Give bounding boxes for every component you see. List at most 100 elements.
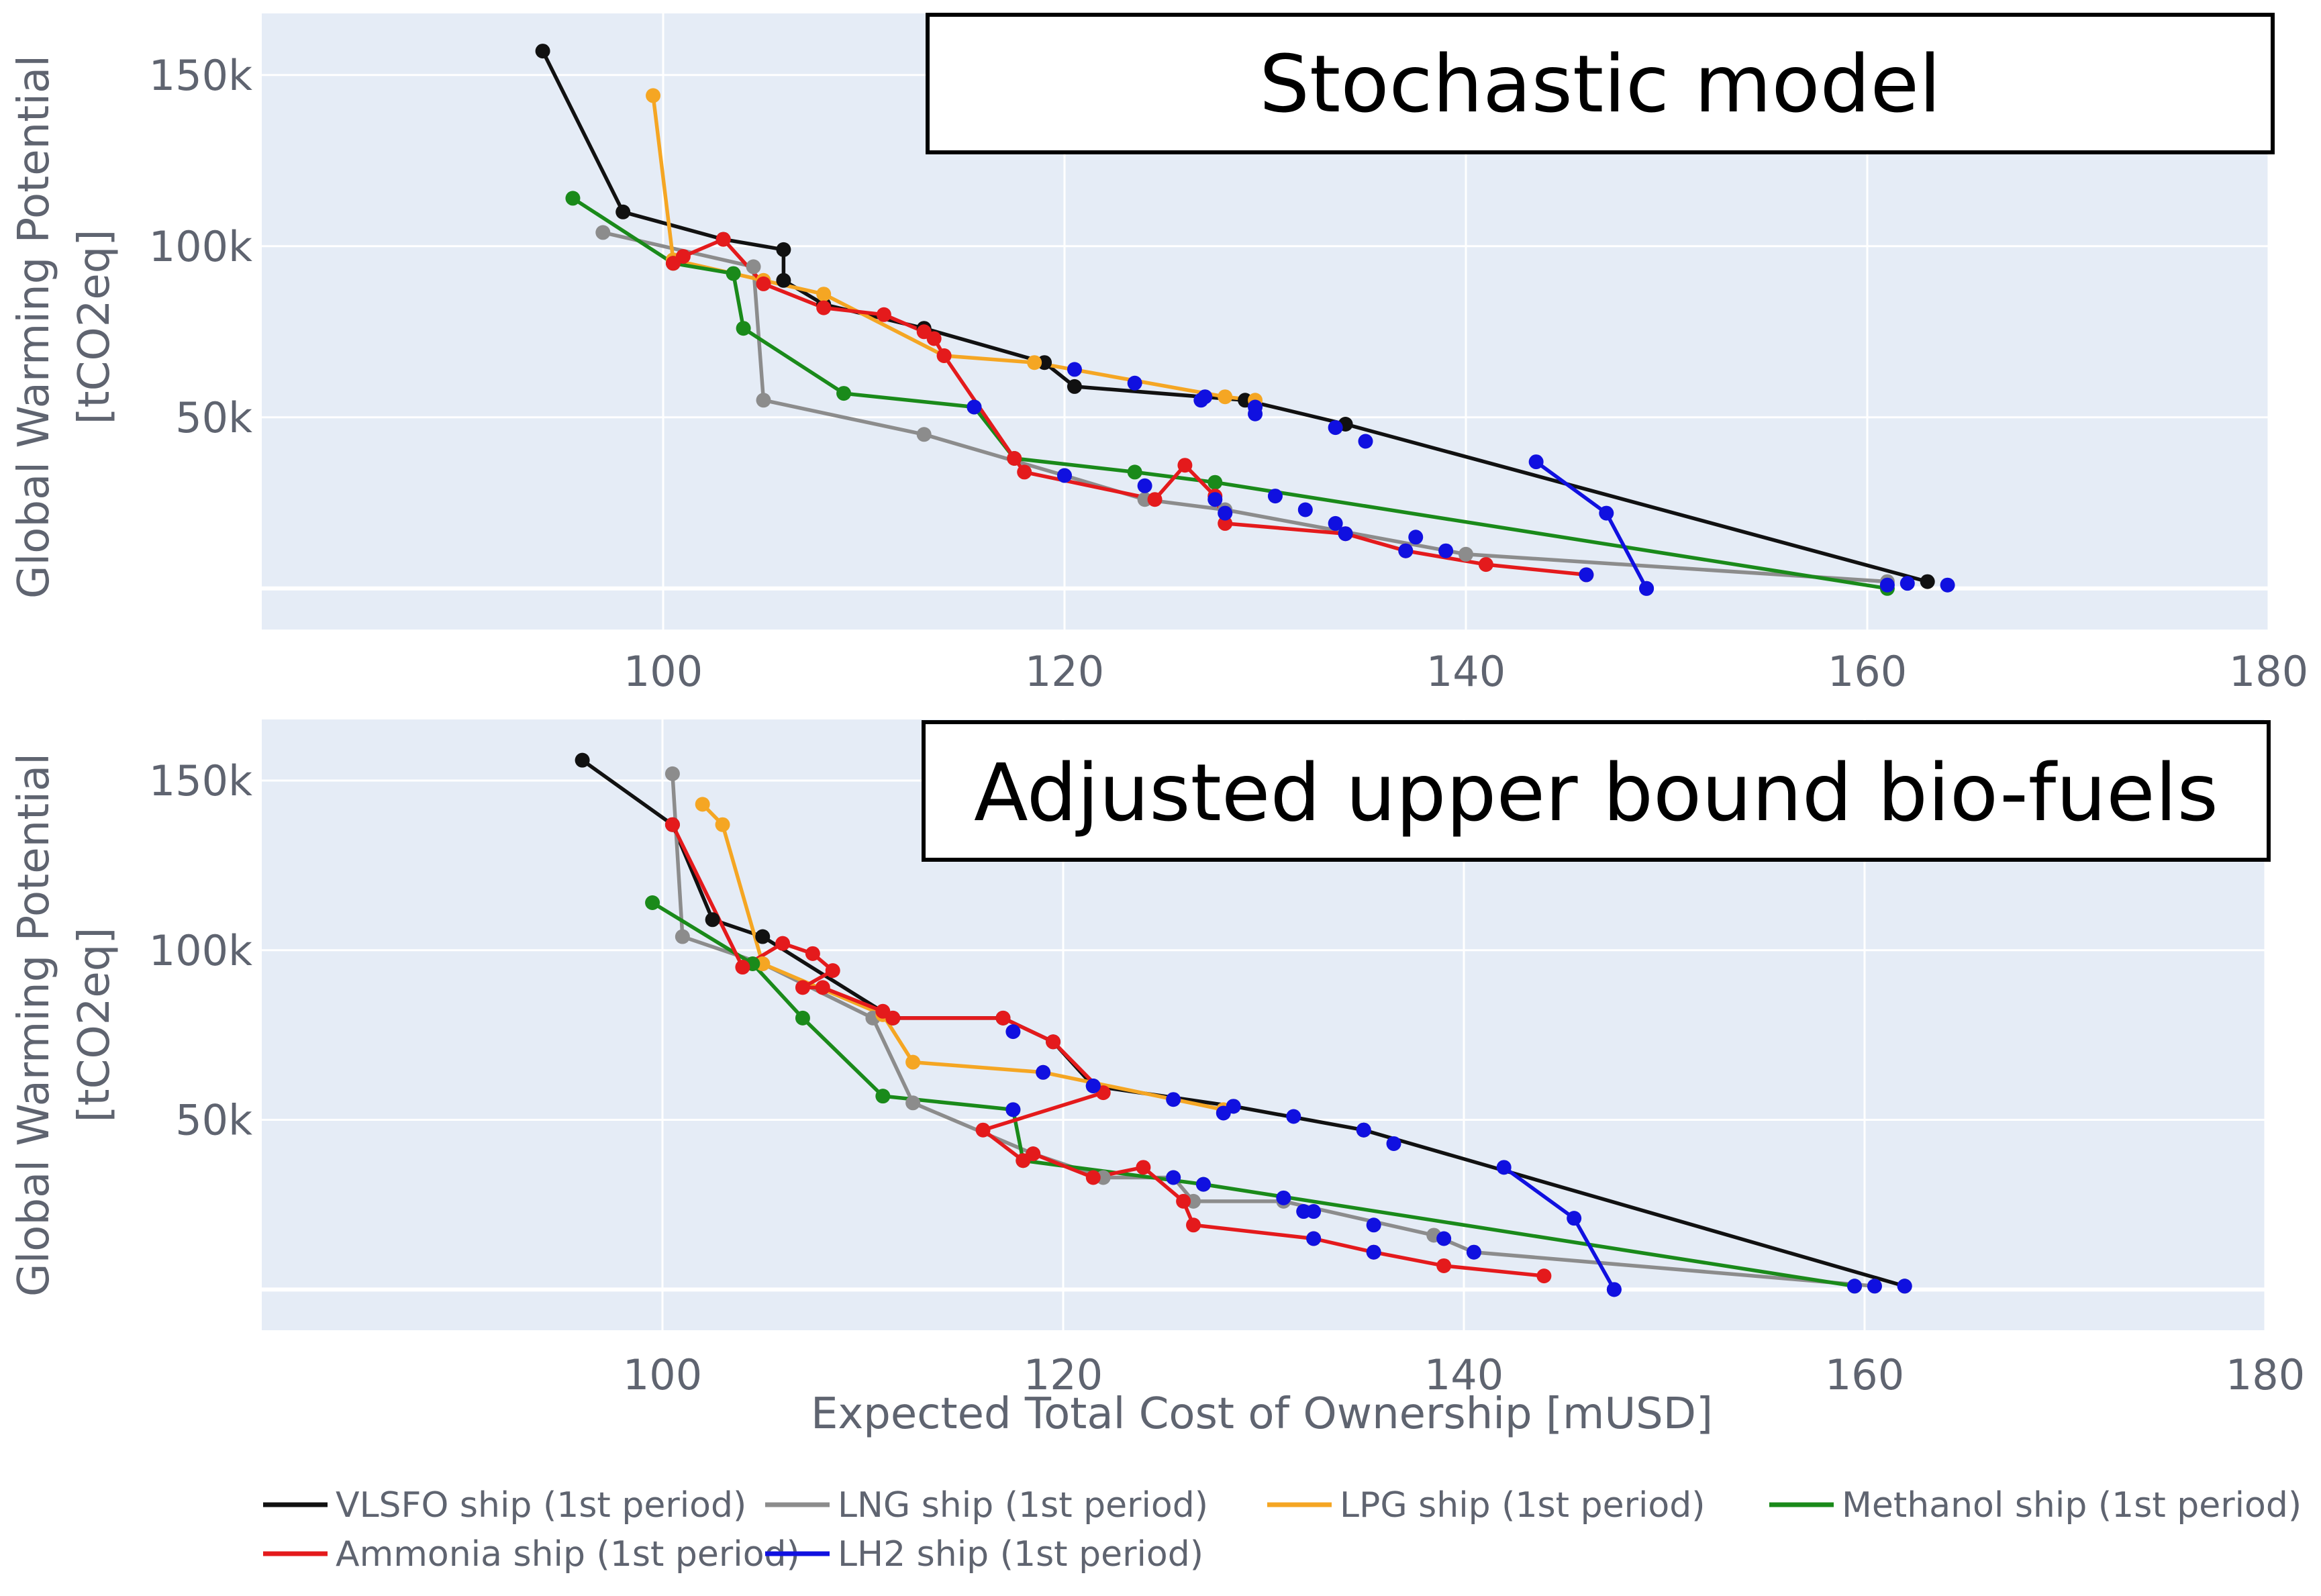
data-point-lh2 <box>1166 1092 1181 1107</box>
data-point-methanol <box>565 191 581 206</box>
x-tick-label: 180 <box>2229 647 2308 696</box>
data-point-lh2 <box>1267 489 1283 504</box>
data-point-ammonia <box>1176 1193 1191 1209</box>
legend: VLSFO ship (1st period) LNG ship (1st pe… <box>263 1485 2302 1575</box>
x-tick-labels-1: 100 120 140 160 180 <box>624 647 2308 696</box>
data-point-lng <box>916 427 932 442</box>
data-point-lh2 <box>1306 1231 1322 1246</box>
data-point-lh2 <box>1195 1177 1211 1192</box>
y-axis-title-1-line2: [tCO2eq] <box>70 230 119 425</box>
data-point-lh2 <box>1899 576 1915 591</box>
data-point-vlsfo <box>535 44 550 59</box>
y-axis-title-1-line1: Global Warming Potential <box>9 55 59 599</box>
legend-item-lh2[interactable]: LH2 ship (1st period) <box>765 1534 1203 1575</box>
data-point-ammonia <box>795 980 810 995</box>
legend-item-methanol[interactable]: Methanol ship (1st period) <box>1769 1485 2302 1526</box>
data-point-lh2 <box>1127 375 1142 391</box>
data-point-lh2 <box>1867 1279 1882 1294</box>
data-point-lh2 <box>1940 577 1955 593</box>
data-point-ammonia <box>816 300 832 315</box>
x-tick-labels-2: 100 120 140 160 180 <box>623 1350 2305 1399</box>
legend-label-lpg: LPG ship (1st period) <box>1340 1485 1706 1526</box>
legend-item-lpg[interactable]: LPG ship (1st period) <box>1267 1485 1706 1526</box>
legend-item-vlsfo[interactable]: VLSFO ship (1st period) <box>263 1485 746 1526</box>
data-point-vlsfo <box>1920 574 1935 589</box>
data-point-ammonia <box>664 817 680 832</box>
legend-item-ammonia[interactable]: Ammonia ship (1st period) <box>263 1534 800 1575</box>
data-point-ammonia <box>936 348 952 363</box>
data-point-lh2 <box>1599 505 1614 521</box>
data-point-ammonia <box>805 946 820 961</box>
data-point-lh2 <box>1338 526 1353 542</box>
data-point-methanol <box>875 1089 891 1104</box>
data-point-lh2 <box>1528 454 1544 470</box>
data-point-lpg <box>816 287 832 302</box>
x-tick-label: 100 <box>624 647 703 696</box>
data-point-vlsfo <box>1067 379 1082 394</box>
y-tick-label: 150k <box>149 756 252 805</box>
data-point-ammonia <box>1218 515 1233 531</box>
data-point-lpg <box>905 1054 921 1070</box>
data-point-lng <box>746 259 761 275</box>
data-point-lpg <box>695 797 710 812</box>
data-point-lng <box>675 929 690 944</box>
y-tick-label: 100k <box>149 222 252 271</box>
data-point-methanol <box>795 1010 810 1026</box>
data-point-ammonia <box>815 980 830 995</box>
data-point-ammonia <box>735 960 750 975</box>
x-tick-label: 160 <box>1828 647 1907 696</box>
y-tick-labels-2: 50k 100k 150k <box>149 756 252 1145</box>
y-tick-label: 150k <box>149 51 252 100</box>
data-point-lpg <box>646 88 661 103</box>
data-point-lh2 <box>1639 581 1655 596</box>
data-point-lh2 <box>1328 515 1343 531</box>
x-tick-label: 140 <box>1424 1350 1503 1399</box>
data-point-ammonia <box>715 232 731 247</box>
data-point-lh2 <box>1408 530 1424 545</box>
data-point-ammonia <box>1186 1217 1201 1233</box>
data-point-lh2 <box>1847 1279 1863 1294</box>
data-point-ammonia <box>975 1122 991 1138</box>
data-point-ammonia <box>1085 1170 1101 1185</box>
legend-item-lng[interactable]: LNG ship (1st period) <box>765 1485 1208 1526</box>
data-point-lng <box>664 766 680 781</box>
legend-label-lh2: LH2 ship (1st period) <box>838 1534 1203 1575</box>
data-point-lng <box>595 225 611 240</box>
data-point-lh2 <box>1005 1024 1021 1040</box>
data-point-ammonia <box>775 936 791 951</box>
data-point-vlsfo <box>705 912 720 928</box>
data-point-ammonia <box>675 249 691 264</box>
data-point-lh2 <box>1328 420 1343 436</box>
data-point-vlsfo <box>776 272 791 288</box>
legend-label-lng: LNG ship (1st period) <box>838 1485 1208 1526</box>
data-point-vlsfo <box>776 242 791 257</box>
y-tick-labels-1: 50k 100k 150k <box>149 51 252 442</box>
data-point-lh2 <box>1579 567 1594 583</box>
data-point-ammonia <box>885 1010 901 1026</box>
data-point-lh2 <box>1057 468 1072 483</box>
data-point-methanol <box>726 266 741 281</box>
data-point-lng <box>1459 546 1473 562</box>
data-point-lpg <box>715 817 730 832</box>
x-tick-label: 100 <box>623 1350 702 1399</box>
x-tick-label: 160 <box>1825 1350 1904 1399</box>
panel-title-1: Stochastic model <box>1259 38 1941 130</box>
series-markers-1 <box>535 44 1955 596</box>
panel-title-2: Adjusted upper bound bio-fuels <box>974 746 2218 839</box>
data-point-lh2 <box>1207 492 1223 507</box>
legend-label-ammonia: Ammonia ship (1st period) <box>336 1534 800 1575</box>
data-point-lh2 <box>1036 1064 1051 1080</box>
data-point-ammonia <box>1026 1146 1041 1162</box>
data-point-lng <box>905 1095 921 1111</box>
data-point-lh2 <box>1218 505 1233 521</box>
data-point-ammonia <box>1136 1160 1151 1175</box>
data-point-ammonia <box>1436 1258 1452 1273</box>
data-point-ammonia <box>1177 458 1193 473</box>
data-point-ammonia <box>926 331 942 346</box>
data-point-lh2 <box>1606 1282 1622 1297</box>
data-point-ammonia <box>1017 464 1032 480</box>
data-point-lh2 <box>967 399 982 415</box>
legend-label-methanol: Methanol ship (1st period) <box>1842 1485 2302 1526</box>
panel-title-box-1 <box>926 13 2275 154</box>
data-point-lh2 <box>1276 1190 1291 1205</box>
